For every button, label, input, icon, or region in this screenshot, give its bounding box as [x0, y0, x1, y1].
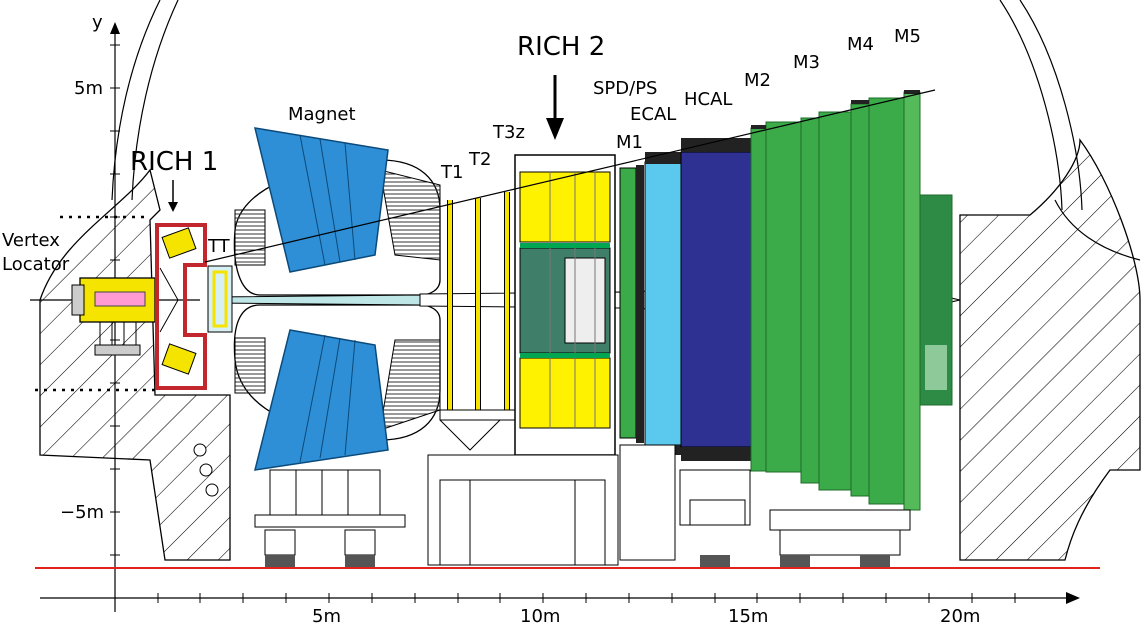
label-magnet: Magnet	[288, 104, 356, 125]
muon-support	[619, 444, 911, 567]
axes: y 5m −5m 5m 10m 15m 20m	[40, 12, 1080, 627]
x-tick-20: 20m	[940, 606, 980, 624]
magnet-support	[254, 469, 406, 567]
magnet-coil-top	[254, 127, 389, 273]
label-m1: M1	[616, 132, 643, 153]
label-locator: Locator	[2, 254, 70, 275]
label-m5: M5	[894, 26, 921, 47]
magnet-coil-bottom	[253, 329, 389, 471]
y-tick-minus5: −5m	[60, 502, 104, 523]
x-tick-5: 5m	[312, 606, 341, 624]
rich2-detector	[514, 154, 616, 456]
label-vertex: Vertex	[2, 230, 60, 251]
central-support	[427, 454, 619, 566]
label-t2: T2	[468, 149, 491, 170]
left-shielding-wall	[39, 168, 231, 561]
hcal	[680, 151, 752, 448]
label-m4: M4	[847, 34, 874, 55]
rich1-arrow	[168, 180, 178, 212]
tt-station	[207, 265, 233, 333]
x-tick-10: 10m	[520, 606, 560, 624]
label-tt: TT	[207, 236, 231, 257]
tracking-stations	[439, 192, 516, 451]
label-hcal: HCAL	[684, 89, 732, 110]
label-rich2: RICH 2	[517, 32, 605, 62]
vertex-locator	[71, 277, 156, 356]
label-t1: T1	[440, 162, 463, 183]
label-spd-ps: SPD/PS	[593, 78, 658, 99]
muon-stations	[750, 90, 953, 511]
rich1-detector	[155, 223, 207, 390]
spd-ps-m1	[619, 167, 637, 439]
rich2-arrow	[546, 75, 564, 140]
right-shielding-wall	[959, 138, 1141, 561]
label-rich1: RICH 1	[130, 147, 218, 177]
label-ecal: ECAL	[630, 104, 676, 125]
y-axis-label: y	[92, 12, 103, 33]
y-tick-plus5: 5m	[74, 78, 103, 99]
x-tick-15: 15m	[728, 606, 768, 624]
label-t3z: T3z	[492, 122, 525, 143]
label-m3: M3	[793, 52, 820, 73]
acceptance-line	[204, 89, 936, 263]
ecal	[644, 161, 682, 446]
label-m2: M2	[744, 70, 771, 91]
